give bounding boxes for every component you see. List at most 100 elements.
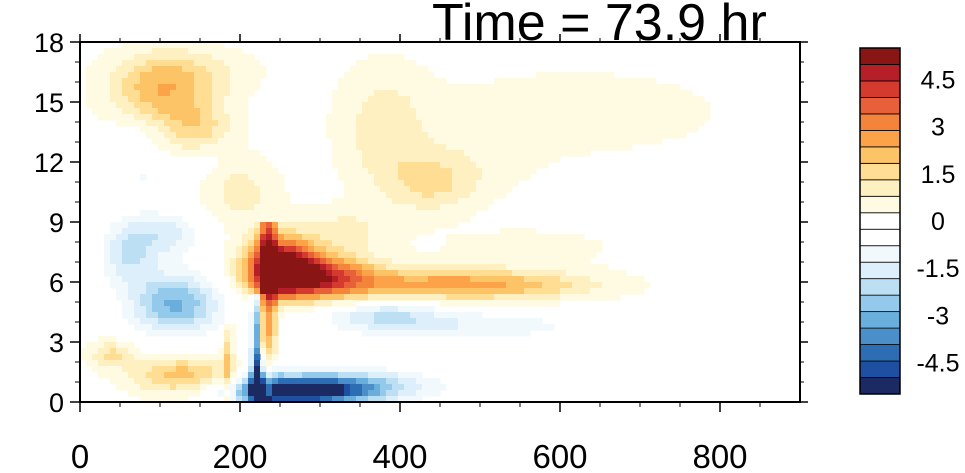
heatmap-cell (488, 180, 495, 187)
heatmap-cell (122, 294, 129, 301)
y-tick-label: 15 (34, 88, 64, 118)
heatmap-cell (374, 366, 381, 373)
heatmap-cell (470, 240, 477, 247)
heatmap-cell (350, 66, 357, 73)
heatmap-cell (518, 168, 525, 175)
heatmap-cell (224, 96, 231, 103)
heatmap-cell (350, 378, 357, 385)
heatmap-cell (410, 90, 417, 97)
heatmap-cell (230, 252, 237, 259)
heatmap-cell (188, 240, 195, 247)
heatmap-cell (170, 378, 177, 385)
heatmap-cell (530, 156, 537, 163)
heatmap-cell (134, 360, 141, 367)
heatmap-cell (254, 174, 261, 181)
heatmap-cell (464, 282, 471, 289)
heatmap-cell (254, 348, 261, 355)
heatmap-cell (692, 126, 699, 133)
heatmap-cell (362, 174, 369, 181)
heatmap-cell (128, 234, 135, 241)
heatmap-cell (506, 84, 513, 91)
heatmap-cell (224, 84, 231, 91)
heatmap-cell (488, 150, 495, 157)
heatmap-cell (410, 120, 417, 127)
heatmap-cell (194, 294, 201, 301)
heatmap-cell (134, 354, 141, 361)
heatmap-cell (332, 282, 339, 289)
heatmap-cell (230, 324, 237, 331)
heatmap-cell (422, 120, 429, 127)
heatmap-cell (242, 288, 249, 295)
heatmap-cell (260, 306, 267, 313)
heatmap-cell (368, 306, 375, 313)
heatmap-cell (404, 222, 411, 229)
heatmap-cell (320, 234, 327, 241)
heatmap-cell (560, 120, 567, 127)
heatmap-cell (404, 162, 411, 169)
heatmap-cell (482, 288, 489, 295)
heatmap-cell (638, 126, 645, 133)
heatmap-cell (182, 108, 189, 115)
heatmap-cell (434, 216, 441, 223)
y-tick-label: 0 (49, 388, 64, 418)
heatmap-cell (122, 342, 129, 349)
heatmap-cell (500, 276, 507, 283)
heatmap-cell (296, 246, 303, 253)
heatmap-cell (158, 108, 165, 115)
heatmap-cell (200, 192, 207, 199)
heatmap-cell (338, 126, 345, 133)
heatmap-cell (686, 96, 693, 103)
heatmap-cell (254, 324, 261, 331)
heatmap-cell (356, 102, 363, 109)
heatmap-cell (416, 306, 423, 313)
heatmap-cell (356, 78, 363, 85)
heatmap-cell (122, 378, 129, 385)
heatmap-cell (362, 186, 369, 193)
heatmap-cell (254, 234, 261, 241)
heatmap-cell (380, 204, 387, 211)
heatmap-cell (266, 210, 273, 217)
heatmap-cell (212, 186, 219, 193)
heatmap-cell (314, 264, 321, 271)
heatmap-cell (494, 120, 501, 127)
heatmap-cell (134, 252, 141, 259)
heatmap-cell (260, 204, 267, 211)
heatmap-cell (416, 120, 423, 127)
heatmap-cell (560, 138, 567, 145)
heatmap-cell (344, 72, 351, 79)
heatmap-cell (656, 114, 663, 121)
heatmap-cell (338, 390, 345, 397)
heatmap-cell (500, 270, 507, 277)
heatmap-cell (140, 216, 147, 223)
heatmap-cell (374, 324, 381, 331)
heatmap-cell (416, 168, 423, 175)
heatmap-cell (548, 150, 555, 157)
heatmap-cell (416, 324, 423, 331)
heatmap-cell (170, 120, 177, 127)
heatmap-cell (572, 246, 579, 253)
heatmap-cell (644, 282, 651, 289)
x-tick-label: 600 (532, 438, 587, 473)
heatmap-cell (350, 108, 357, 115)
heatmap-cell (200, 276, 207, 283)
heatmap-cell (356, 138, 363, 145)
heatmap-cell (326, 132, 333, 139)
heatmap-cell (488, 114, 495, 121)
heatmap-cell (200, 288, 207, 295)
x-tick-label: 400 (372, 438, 427, 473)
heatmap-cell (356, 252, 363, 259)
heatmap-cell (446, 192, 453, 199)
heatmap-cell (512, 258, 519, 265)
heatmap-cell (236, 186, 243, 193)
heatmap-cell (470, 186, 477, 193)
heatmap-cell (152, 246, 159, 253)
heatmap-cell (410, 378, 417, 385)
heatmap-cell (422, 390, 429, 397)
heatmap-cell (398, 126, 405, 133)
heatmap-cell (380, 306, 387, 313)
heatmap-cell (284, 234, 291, 241)
heatmap-cell (476, 138, 483, 145)
heatmap-cell (434, 378, 441, 385)
heatmap-cell (554, 120, 561, 127)
heatmap-cell (230, 228, 237, 235)
